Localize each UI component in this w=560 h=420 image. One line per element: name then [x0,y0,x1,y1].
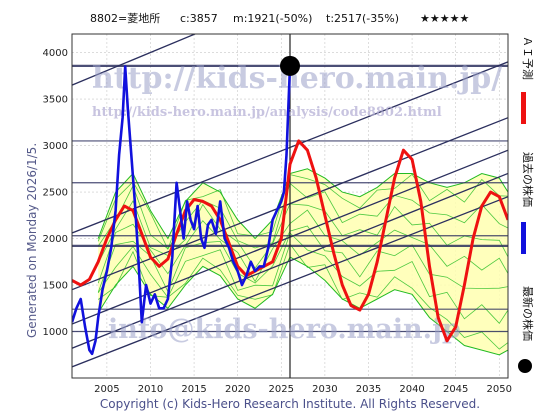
copyright-label: Copyright (c) Kids-Hero Research Institu… [100,397,480,411]
legend-latest-label: 最新の株価 [521,286,535,341]
y-tick-label: 3000 [43,141,68,152]
y-tick-labels: 1000 1500 2000 2500 3000 3500 4000 [43,48,68,338]
legend-past-label: 過去の株価 [521,152,535,207]
past-price-line [72,65,292,356]
legend-forecast-swatch [521,92,526,124]
x-tick-labels: 2005 2010 2015 2020 2025 2030 2035 2040 2045 2050 [94,384,512,395]
latest-price-marker [280,55,300,76]
y-tick-label: 2000 [43,234,68,245]
x-tick-label: 2025 [269,384,294,395]
rating-stars: ★★★★★ [420,12,469,25]
legend: ＡＩ予測 過去の株価 最新の株価 [518,36,535,373]
x-tick-label: 2035 [356,384,381,395]
m-label: m:1921(-50%) [233,12,312,25]
x-tick-label: 2005 [94,384,119,395]
t-label: t:2517(-35%) [326,12,399,25]
watermark-analysis-url: http://kids-hero.main.jp/analysis/code88… [92,105,442,120]
x-tick-label: 2040 [399,384,424,395]
band-edge [97,168,509,240]
forecast-line [72,139,508,343]
x-tick-label: 2050 [487,384,512,395]
y-tick-label: 3500 [43,95,68,106]
band-line [97,209,509,284]
watermark-email: info@kids-hero.main.jp [108,314,461,345]
y-tick-label: 1000 [43,327,68,338]
legend-past-swatch [521,222,526,254]
legend-latest-marker [518,359,532,373]
y-tick-label: 4000 [43,48,68,59]
band-line [97,173,509,251]
latest-marker-group [280,55,300,76]
x-tick-label: 2010 [138,384,163,395]
x-tick-label: 2015 [181,384,206,395]
current-price-label: c:3857 [180,12,218,25]
plot-area: http://kids-hero.main.jp/ http://kids-he… [43,33,512,395]
x-tick-label: 2030 [312,384,337,395]
x-tick-label: 2020 [225,384,250,395]
generated-on-label: Generated on Monday 2026/1/5. [25,143,39,338]
trend-line [72,34,197,86]
y-tick-label: 2500 [43,188,68,199]
x-tick-label: 2045 [443,384,468,395]
y-tick-label: 1500 [43,281,68,292]
plot-border [71,33,509,379]
legend-forecast-label: ＡＩ予測 [521,36,535,80]
ticker-label: 8802=菱地所 [90,12,160,25]
series-lines [72,65,508,356]
header-bar: 8802=菱地所 c:3857 m:1921(-50%) t:2517(-35%… [90,12,469,25]
